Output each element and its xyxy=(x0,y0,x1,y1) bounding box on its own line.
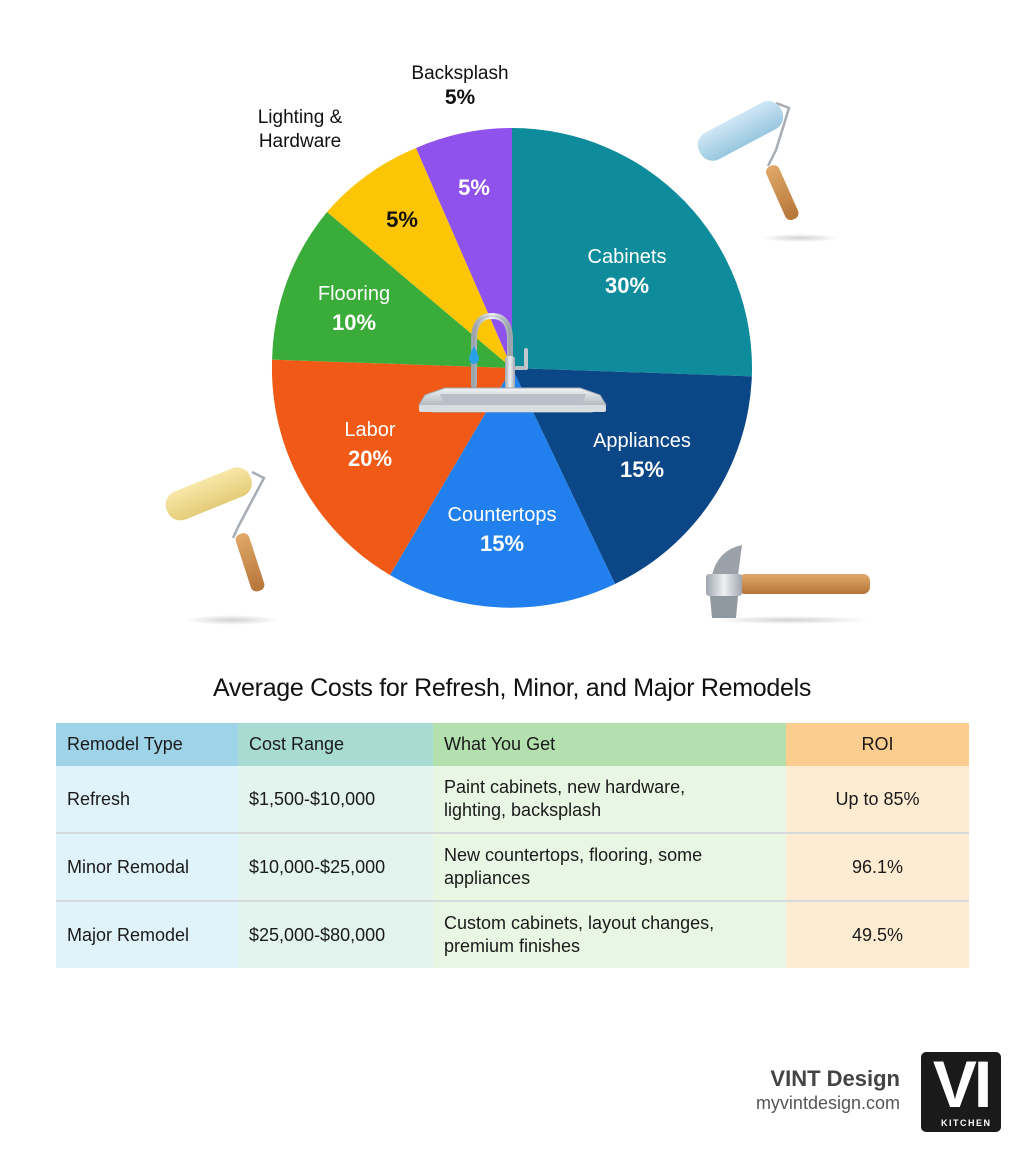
cell-cost: $1,500-$10,000 xyxy=(238,766,433,833)
table-title: Average Costs for Refresh, Minor, and Ma… xyxy=(212,674,812,702)
pct-backsplash-inner: 5% xyxy=(458,175,490,200)
logo-subtext: KITCHEN xyxy=(941,1118,992,1128)
cost-table: Remodel Type Cost Range What You Get ROI… xyxy=(56,723,969,968)
brand-name: VINT Design xyxy=(770,1066,900,1091)
external-label-backsplash: Backsplash 5% xyxy=(390,62,530,110)
header-what-you-get: What You Get xyxy=(433,723,786,766)
cell-roi: Up to 85% xyxy=(786,766,969,833)
cell-type: Minor Remodal xyxy=(56,832,238,901)
cell-what-you-get: Custom cabinets, layout changes, premium … xyxy=(433,900,786,968)
brand-url: myvintdesign.com xyxy=(755,1093,900,1113)
pie-chart: Cabinets 30% Appliances 15% Countertops … xyxy=(165,100,870,625)
table-row: Minor Remodal $10,000-$25,000 New counte… xyxy=(56,832,969,901)
header-roi: ROI xyxy=(786,723,969,766)
label-countertops: Countertops xyxy=(448,504,557,526)
brand-logo: VI KITCHEN xyxy=(921,1052,1001,1132)
header-remodel-type: Remodel Type xyxy=(56,723,238,766)
get-line2: premium finishes xyxy=(444,936,581,956)
pct-countertops: 15% xyxy=(480,531,524,556)
pct-labor: 20% xyxy=(348,446,392,471)
table-header-row: Remodel Type Cost Range What You Get ROI xyxy=(56,723,969,766)
cell-what-you-get: Paint cabinets, new hardware, lighting, b… xyxy=(433,766,786,833)
cell-type: Major Remodel xyxy=(56,900,238,968)
header-cost-range: Cost Range xyxy=(238,723,433,766)
get-line1: Paint cabinets, new hardware, xyxy=(444,777,686,797)
slice-lighting xyxy=(327,148,512,368)
paint-roller-blue-icon xyxy=(697,100,840,242)
logo-mark: VI xyxy=(932,1052,992,1121)
slice-appliances xyxy=(512,368,752,584)
get-line1: Custom cabinets, layout changes, xyxy=(444,913,715,933)
cell-cost: $25,000-$80,000 xyxy=(238,900,433,968)
hammer-icon xyxy=(706,545,870,624)
lighting-name-line1: Lighting & xyxy=(257,107,343,128)
backsplash-pct: 5% xyxy=(444,86,476,109)
cell-type: Refresh xyxy=(56,766,238,833)
cell-what-you-get: New countertops, flooring, some appliance… xyxy=(433,832,786,901)
get-line2: lighting, backsplash xyxy=(444,800,602,820)
pct-lighting-inner: 5% xyxy=(386,207,418,232)
sink-with-faucet-icon xyxy=(418,312,607,413)
external-label-lighting-hardware: Lighting & Hardware xyxy=(230,106,370,154)
slice-cabinets xyxy=(512,128,752,377)
slice-labor xyxy=(271,359,512,575)
brand-block: VINT Design myvintdesign.com xyxy=(756,1066,900,1114)
pct-cabinets: 30% xyxy=(605,273,649,298)
lighting-name-line2: Hardware xyxy=(258,131,342,152)
cell-roi: 96.1% xyxy=(786,832,969,901)
label-cabinets: Cabinets xyxy=(588,246,667,268)
pct-flooring: 10% xyxy=(332,310,376,335)
pct-appliances: 15% xyxy=(620,457,664,482)
paint-roller-yellow-icon xyxy=(165,467,278,625)
get-line1: New countertops, flooring, some xyxy=(444,845,703,865)
cell-cost: $10,000-$25,000 xyxy=(238,832,433,901)
label-appliances: Appliances xyxy=(593,430,691,452)
backsplash-name: Backsplash xyxy=(411,63,509,84)
table-row: Refresh $1,500-$10,000 Paint cabinets, n… xyxy=(56,766,969,833)
slice-backsplash xyxy=(416,127,512,368)
label-labor: Labor xyxy=(344,419,395,441)
slice-countertops xyxy=(390,368,615,608)
label-flooring: Flooring xyxy=(318,283,390,305)
get-line2: appliances xyxy=(444,868,531,888)
table-row: Major Remodel $25,000-$80,000 Custom cab… xyxy=(56,900,969,968)
pie-slices xyxy=(271,127,752,608)
cell-roi: 49.5% xyxy=(786,900,969,968)
slice-flooring xyxy=(272,212,512,368)
